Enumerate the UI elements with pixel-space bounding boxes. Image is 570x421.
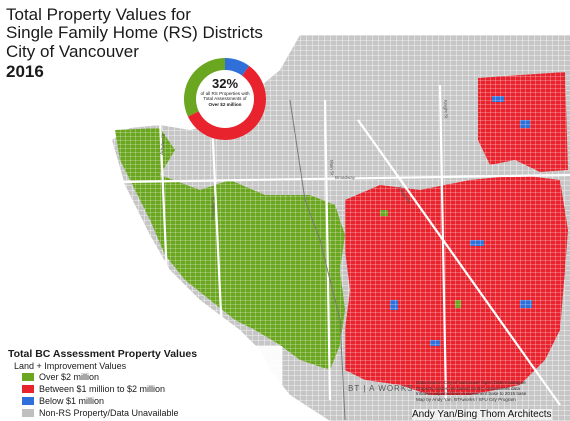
title-line-3: City of Vancouver [6,41,139,61]
donut-percent: 32% [211,76,239,91]
source-line-4: Map by Andy Yan, BTAworks / SFU City Pro… [416,396,516,402]
legend-swatch [22,397,34,405]
street-label-knight: Knight St [443,100,449,119]
green-spot-b [455,300,461,308]
legend-swatch [22,409,34,417]
blue-cluster-c [470,240,484,246]
legend: Total BC Assessment Property Values Land… [6,346,282,421]
street-label-broadway: Broadway [335,175,356,180]
legend-item-1m-2m: Between $1 million to $2 million [22,383,278,395]
donut-text-3: Over $2 million [208,101,242,107]
donut-text-2: Total Assessments of [203,96,247,102]
legend-item-below-1m: Below $1 million [22,395,278,407]
street-label-arbutus: Arbutus St [159,133,166,155]
title-line-1: Total Property Values for [6,5,191,24]
legend-subtitle: Land + Improvement Values [14,361,127,371]
blue-cluster-a [492,96,504,102]
legend-label: Over $2 million [39,372,100,382]
legend-swatch [22,373,34,381]
data-source-note: Data Source: City of Vancouver Open Data… [416,380,564,402]
donut-label: 32% of all RS Properties with Total Asse… [178,52,272,146]
blue-cluster-e [520,300,532,308]
title-line-2: Single Family Home (RS) Districts [6,23,263,43]
rail-line [289,99,346,421]
blue-cluster-f [430,340,440,346]
author-credit: Andy Yan/Bing Thom Architects [412,409,552,420]
legend-swatch [22,385,34,393]
source-line-2: Property values are based on BC Assessme… [416,385,520,391]
legend-label: Below $1 million [39,396,105,406]
street-label-main: Main St [329,160,335,176]
street-label-granville: Granville St [210,196,216,220]
legend-label: Non-RS Property/Data Unavailable [39,408,179,418]
red-district [345,175,568,395]
legend-item-over-2m: Over $2 million [22,371,278,383]
major-streets [119,84,570,406]
title-year: 2016 [6,62,44,82]
map-title: Total Property Values for Single Family … [6,5,286,82]
legend-item-non-rs: Non-RS Property/Data Unavailable [22,407,278,419]
blue-cluster-d [390,300,398,310]
blue-cluster-b [520,120,530,128]
donut-chart [184,58,266,141]
legend-title: Total BC Assessment Property Values [8,348,198,360]
green-spot-a [380,210,388,216]
green-district [115,128,345,370]
legend-label: Between $1 million to $2 million [39,384,166,394]
source-line-1: Data Source: City of Vancouver Open Data… [416,380,526,385]
btaworks-logo: BT | A WORKS [348,384,414,393]
donut-text-1: of all RS Properties with [200,91,250,96]
source-line-3: Inflation adjusted from Assessment base … [416,391,527,396]
